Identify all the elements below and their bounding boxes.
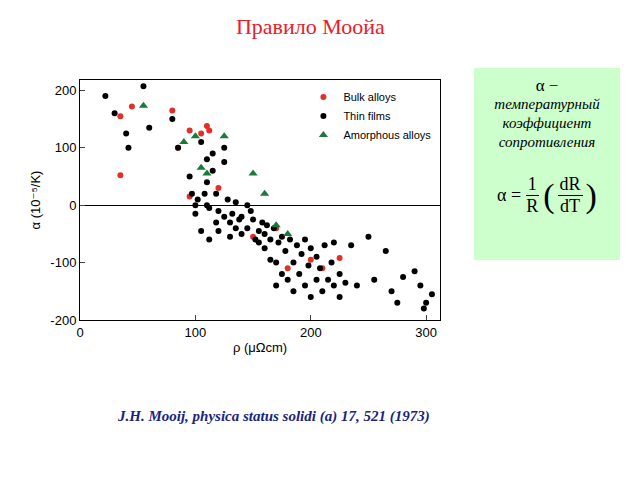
svg-text:-200: -200 [50,313,76,328]
html-text:сопротивления: сопротивления [498,134,596,150]
html-text:α −: α − [535,76,559,95]
html-text:R(dR: R(dR [526,174,581,216]
svg-text:Bulk alloys: Bulk alloys [343,91,396,103]
svg-text:100: 100 [185,325,207,340]
svg-text:Правило Моойа: Правило Моойа [236,14,385,39]
svg-text:200: 200 [55,83,77,98]
svg-text:Amorphous alloys: Amorphous alloys [343,129,431,141]
html-text:температурный: температурный [494,96,600,112]
svg-text:200: 200 [300,325,322,340]
svg-text:ρ (μΩcm): ρ (μΩcm) [233,340,287,355]
svg-text:α (10⁻⁵/K): α (10⁻⁵/K) [28,171,43,230]
svg-text:300: 300 [415,325,437,340]
html-text:dT ): dT ) [560,176,597,216]
html-text:J.H. Mooij, physica status sol: J.H. Mooij, physica status solidi (a) 17… [118,408,430,424]
svg-text:Thin films: Thin films [343,110,391,122]
svg-text:100: 100 [55,140,77,155]
html-text:α =: α = [497,185,522,205]
html-text:коэффициент: коэффициент [502,115,592,131]
svg-text:0: 0 [69,198,76,213]
svg-text:0: 0 [76,325,83,340]
svg-text:-100: -100 [50,255,76,270]
html-text:1: 1 [527,174,537,194]
